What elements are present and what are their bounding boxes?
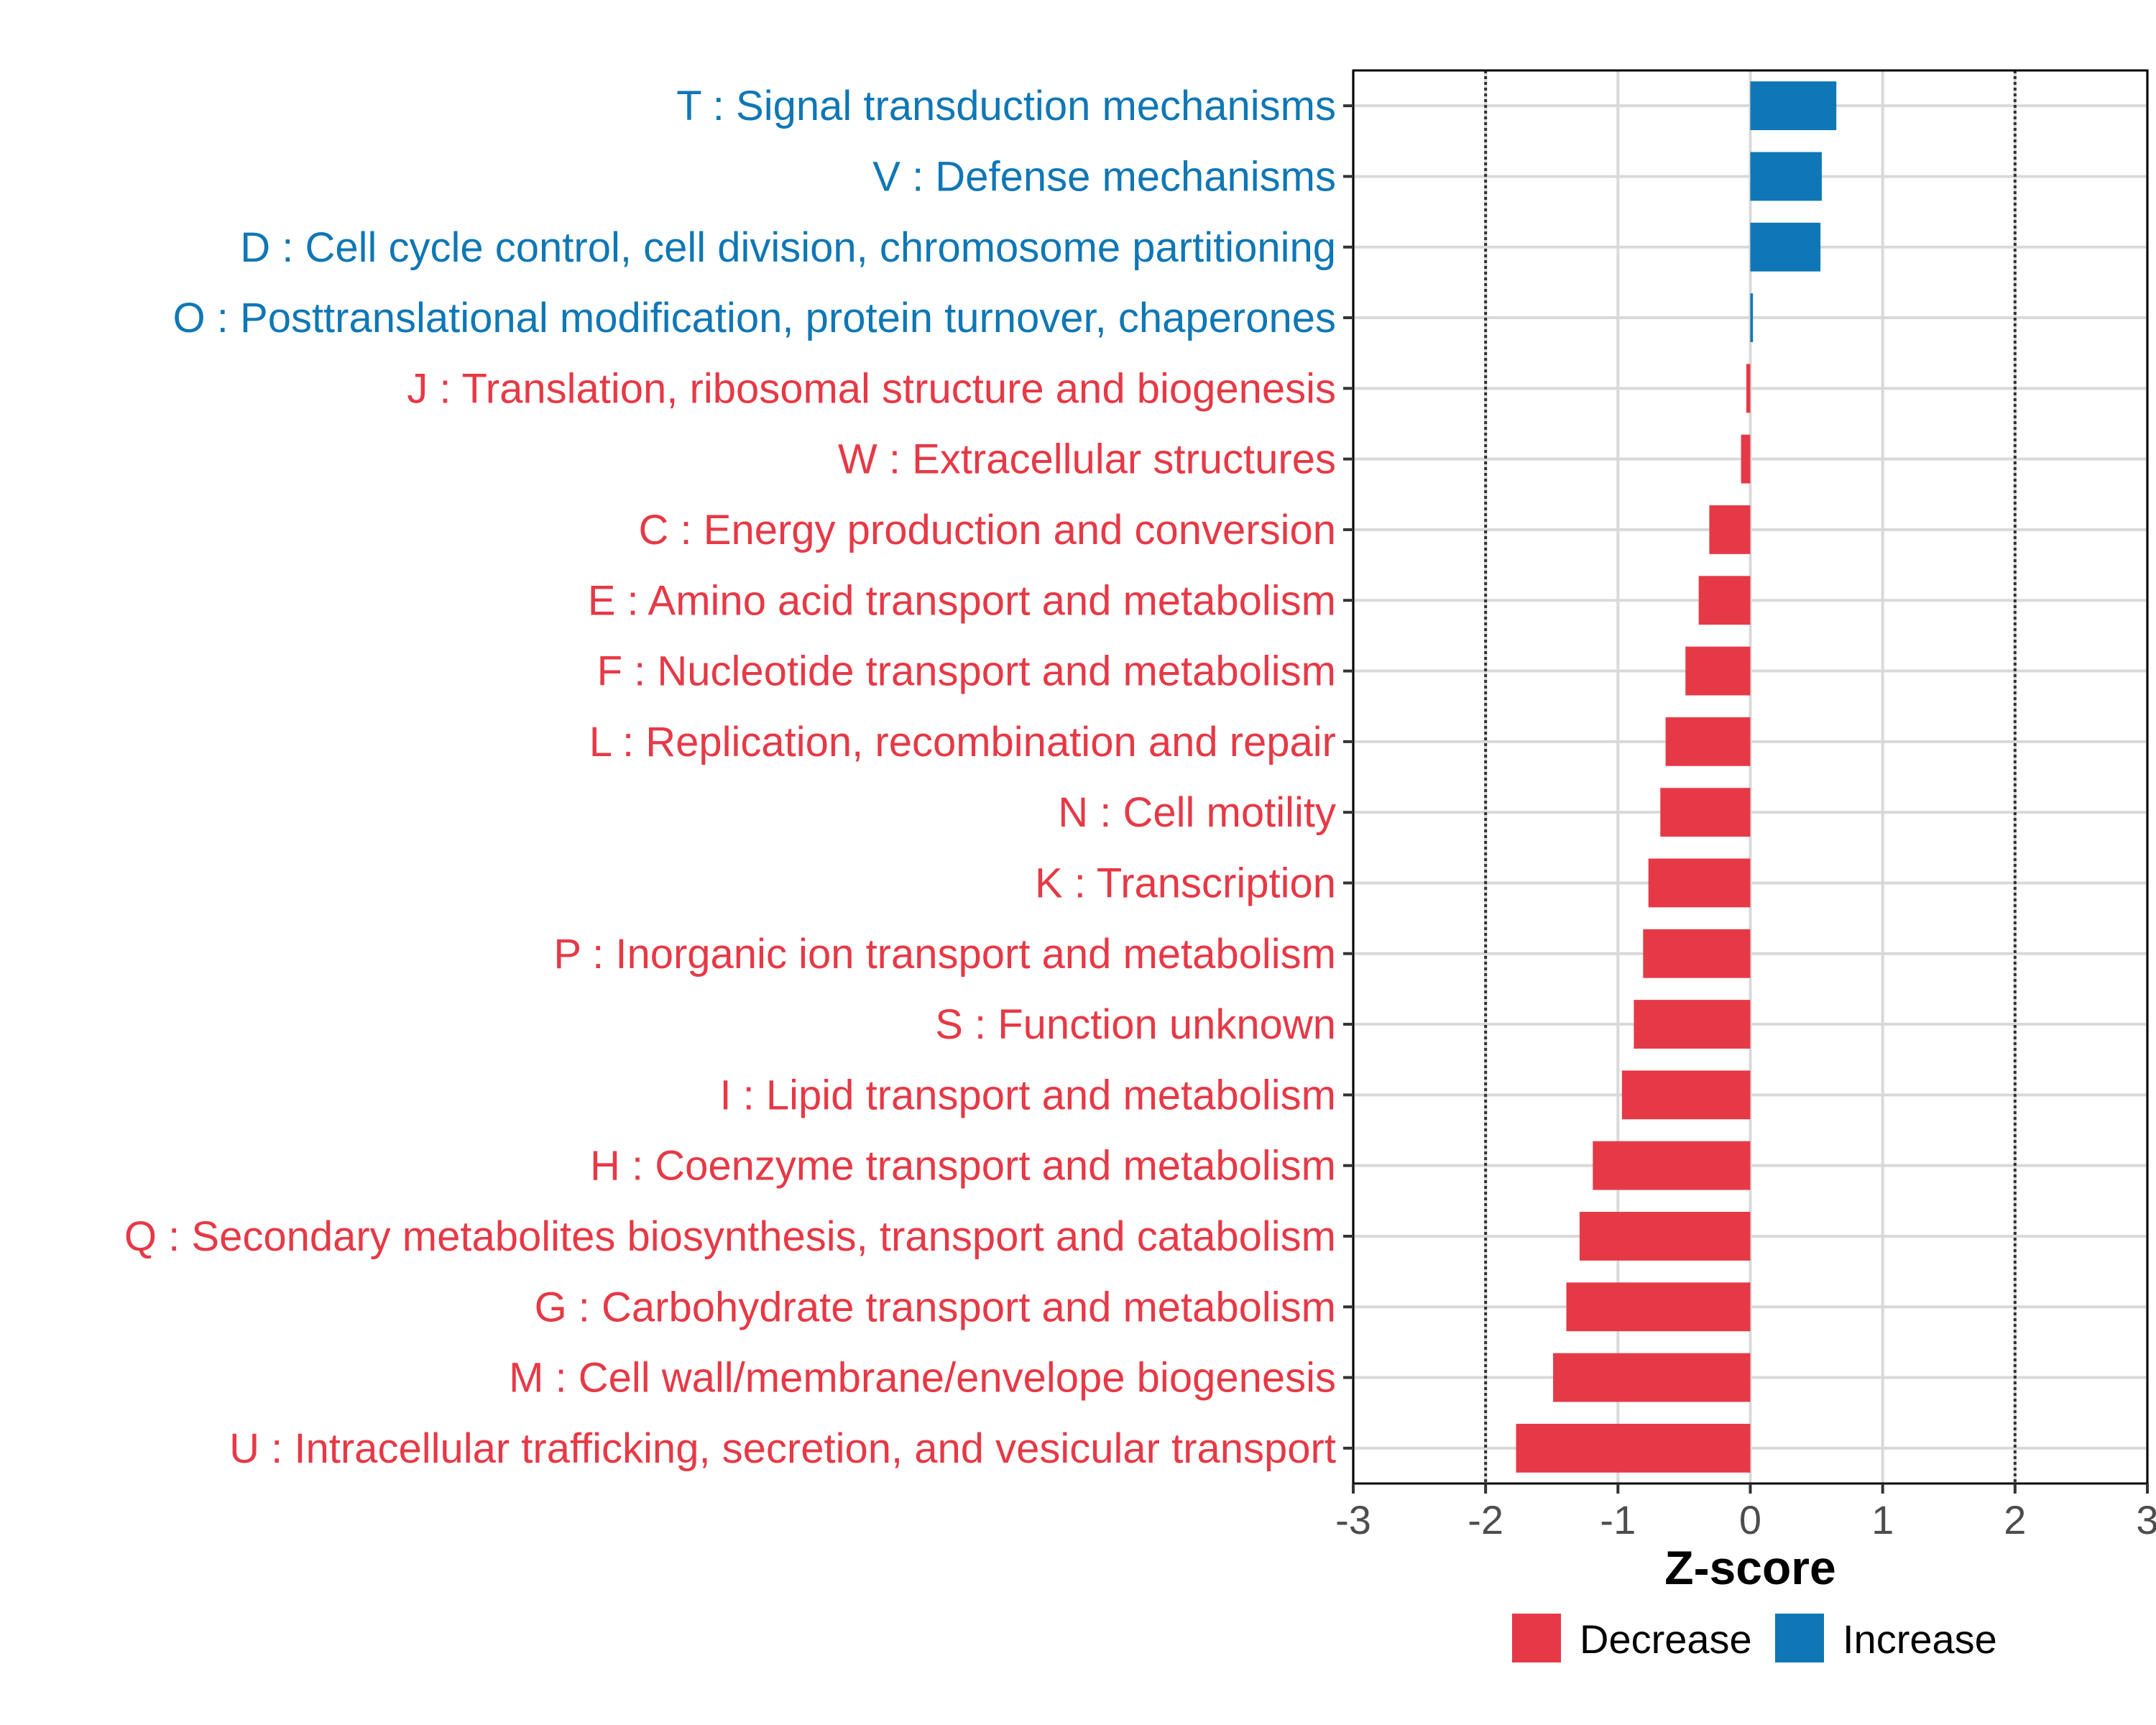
category-label: G : Carbohydrate transport and metabolis… [535, 1284, 1336, 1330]
legend-label: Decrease [1580, 1616, 1752, 1662]
bar [1685, 646, 1751, 696]
bar [1621, 1070, 1751, 1120]
bar [1579, 1212, 1751, 1261]
category-label: J : Translation, ribosomal structure and… [407, 365, 1336, 412]
category-label: T : Signal transduction mechanisms [676, 83, 1336, 129]
x-tick-label: 1 [1871, 1497, 1894, 1542]
category-label: W : Extracellular structures [838, 436, 1336, 483]
bar [1750, 152, 1822, 201]
bar [1634, 1000, 1751, 1049]
bar [1750, 81, 1837, 131]
bar [1566, 1282, 1751, 1332]
category-label: N : Cell motility [1058, 789, 1336, 836]
bar [1648, 858, 1751, 908]
bar [1593, 1141, 1751, 1190]
bar [1750, 293, 1754, 342]
category-labels: T : Signal transduction mechanisms V : De… [124, 83, 1336, 1472]
category-label: M : Cell wall/membrane/envelope biogenes… [509, 1355, 1336, 1402]
x-axis-title: Z-score [1664, 1541, 1835, 1594]
bar [1741, 434, 1751, 484]
bar [1746, 364, 1751, 413]
axis-ticks: -3 -2 -1 0 1 2 3 [1335, 104, 2156, 1542]
category-label: E : Amino acid transport and metabolism [588, 577, 1336, 624]
category-label: D : Cell cycle control, cell division, c… [240, 224, 1336, 271]
bar [1643, 929, 1751, 978]
bars-layer [1516, 81, 1837, 1473]
category-label: C : Energy production and conversion [639, 507, 1336, 553]
category-label: U : Intracellular trafficking, secretion… [229, 1425, 1336, 1472]
legend-label: Increase [1843, 1616, 1997, 1662]
x-tick-label: 3 [2136, 1497, 2156, 1542]
bar [1750, 222, 1821, 272]
x-tick-label: -3 [1335, 1497, 1371, 1542]
category-label: I : Lipid transport and metabolism [719, 1072, 1336, 1118]
x-tick-label: -1 [1600, 1497, 1636, 1542]
bar [1660, 788, 1751, 837]
bar [1553, 1353, 1751, 1402]
grid-layer [1352, 70, 2149, 1484]
bar [1698, 576, 1751, 625]
bar [1709, 505, 1751, 554]
category-label: Q : Secondary metabolites biosynthesis, … [124, 1213, 1336, 1260]
category-label: O : Posttranslational modification, prot… [173, 295, 1336, 341]
category-label: H : Coenzyme transport and metabolism [590, 1143, 1336, 1190]
legend-swatch [1512, 1614, 1561, 1662]
bar [1665, 717, 1751, 766]
legend: Decrease Increase [1512, 1614, 1997, 1662]
category-label: F : Nucleotide transport and metabolism [597, 648, 1336, 695]
x-tick-label: -2 [1468, 1497, 1503, 1542]
category-label: S : Function unknown [935, 1001, 1336, 1048]
category-label: K : Transcription [1035, 860, 1336, 906]
category-label: L : Replication, recombination and repai… [589, 719, 1336, 765]
bar [1516, 1423, 1751, 1473]
x-tick-label: 2 [2004, 1497, 2026, 1542]
legend-swatch [1775, 1614, 1824, 1662]
category-label: V : Defense mechanisms [872, 153, 1336, 200]
x-tick-label: 0 [1739, 1497, 1761, 1542]
category-label: P : Inorganic ion transport and metaboli… [553, 931, 1336, 978]
